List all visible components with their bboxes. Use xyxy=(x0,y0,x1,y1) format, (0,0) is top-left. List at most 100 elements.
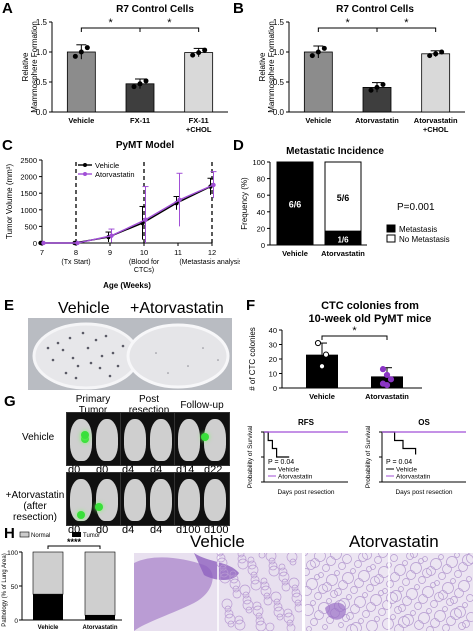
f-sig-star: * xyxy=(352,325,357,337)
histo-alveolus xyxy=(286,553,298,563)
histo-alveolus xyxy=(326,574,338,586)
a-ylabel-line1: Relative xyxy=(21,52,30,81)
histo-alveolus xyxy=(410,610,416,616)
rfs-title: RFS xyxy=(298,418,315,427)
histo-alveolus xyxy=(382,588,388,594)
f-point xyxy=(383,382,391,389)
histo-alveolus xyxy=(446,616,456,626)
colony-dot xyxy=(51,358,55,362)
b-xtick-label: Atorvastatin xyxy=(414,116,458,125)
histo-alveolus xyxy=(286,619,294,627)
histo-alveolus xyxy=(398,604,406,612)
h-ylabel: Pathology (% of Lung Area) xyxy=(2,553,8,626)
colony-dot xyxy=(68,336,72,340)
f-sig-bracket xyxy=(321,335,388,340)
h-legend-label: Tumor xyxy=(83,533,100,539)
panel-c-title: PyMT Model xyxy=(115,140,175,151)
b-point xyxy=(433,51,439,57)
colony-dot xyxy=(98,366,102,370)
c-point xyxy=(143,217,148,222)
histo-alveolus xyxy=(406,553,414,560)
colony-dot xyxy=(100,354,104,358)
colony-dot xyxy=(94,338,98,342)
histo-alveolus xyxy=(227,620,235,628)
histo-alveolus xyxy=(406,588,418,600)
histo-alveolus xyxy=(252,605,264,617)
os-ylabel: Probability of Survival xyxy=(365,425,372,488)
c-legend-marker xyxy=(83,172,87,176)
histo-alveolus xyxy=(306,578,318,590)
colony-dot xyxy=(64,371,68,375)
colony-dot xyxy=(167,372,169,374)
histo-alveolus xyxy=(273,598,281,606)
day-label: d100 xyxy=(176,524,201,536)
c-xtick-label: 9 xyxy=(108,248,112,257)
b-ytick-label: 1.5 xyxy=(273,18,285,27)
f-point xyxy=(379,366,387,373)
histo-alveolus xyxy=(278,563,286,571)
os-legend-label: Atorvastatin xyxy=(396,474,431,481)
c-point xyxy=(109,233,114,238)
d-bar-label: 1/6 xyxy=(337,235,349,244)
b-ylabel-line1: Relative xyxy=(258,52,267,81)
h-xtick-label: Vehicle xyxy=(38,625,59,631)
histo-alveolus xyxy=(450,578,456,584)
histo-alveolus xyxy=(398,586,404,592)
histo-alveolus xyxy=(442,564,452,574)
b-bar xyxy=(421,53,451,113)
histo-alveolus xyxy=(454,606,466,618)
histo-alveolus xyxy=(219,568,229,578)
histo-alveolus xyxy=(322,582,332,592)
day-label: d100 xyxy=(204,524,229,536)
histo-alveolus xyxy=(454,553,460,558)
histo-alveolus xyxy=(305,586,312,596)
c-ytick-label: 500 xyxy=(24,222,37,231)
mouse-body xyxy=(178,419,200,461)
colony-dot xyxy=(74,376,78,380)
b-point xyxy=(309,53,315,59)
histo-alveolus xyxy=(342,554,352,564)
a-bar xyxy=(184,52,214,113)
c-point xyxy=(211,182,216,188)
d-pvalue: P=0.001 xyxy=(397,202,435,213)
histo-alveolus xyxy=(216,553,224,557)
histo-alveolus xyxy=(458,562,468,572)
f-ytick-label: 20 xyxy=(269,355,277,364)
histo-alveolus xyxy=(330,553,342,560)
f-xtick-label: Vehicle xyxy=(309,392,335,401)
d-legend-label: Metastasis xyxy=(399,225,437,234)
panel-d-title: Metastatic Incidence xyxy=(286,146,384,157)
histo-alveolus xyxy=(224,609,234,619)
histo-alveolus xyxy=(291,592,302,604)
a-xtick-label: +CHOL xyxy=(186,125,212,134)
d-ytick-label: 40 xyxy=(257,208,265,217)
b-sig-star: * xyxy=(346,17,351,29)
colony-dot xyxy=(217,359,219,361)
a-xtick-label: Vehicle xyxy=(68,116,94,125)
histo-alveolus xyxy=(216,553,226,563)
d-bar-label: 6/6 xyxy=(289,200,302,210)
histo-alveolus xyxy=(366,620,378,631)
histo-alveolus xyxy=(350,568,356,574)
histo-alveolus xyxy=(322,624,328,630)
c-annotation: (Blood for xyxy=(129,259,160,266)
row-label-vehicle: Vehicle xyxy=(22,432,55,443)
d-xtick-label: Vehicle xyxy=(282,249,308,258)
day-label: d4 xyxy=(150,524,163,536)
panel-c-chart: 0 500 1000 1500 2000 2500 7 8 9 10 11 12 (Tx Start) (… xyxy=(5,156,240,290)
histo-alveolus xyxy=(394,624,404,631)
c-xtick-label: 8 xyxy=(74,248,78,257)
row-label-atorvastatin: +Atorvastatin (after resection) xyxy=(5,490,65,523)
a-point xyxy=(143,78,149,84)
histo-alveolus xyxy=(426,626,434,631)
a-point xyxy=(72,53,78,59)
histo-alveolus xyxy=(434,580,440,586)
a-ytick-label: 0.0 xyxy=(36,108,48,117)
bioluminescence-spot xyxy=(81,435,89,443)
histo-alveolus xyxy=(229,578,241,590)
histo-alveolus xyxy=(430,558,442,570)
ivis-mouse-image xyxy=(66,412,122,466)
histo-alveolus xyxy=(263,596,273,606)
b-xtick-label: +CHOL xyxy=(423,125,449,134)
d-ytick-label: 0 xyxy=(261,241,265,250)
